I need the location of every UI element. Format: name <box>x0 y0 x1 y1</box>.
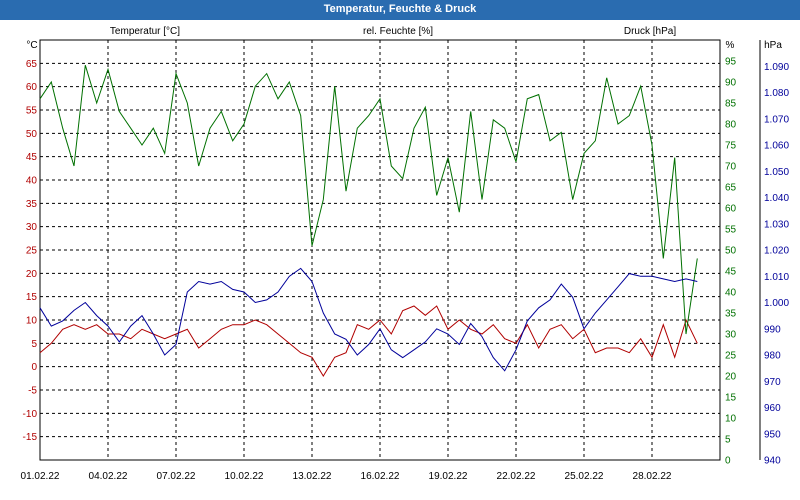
pressure-axis-title: Druck [hPa] <box>624 26 676 37</box>
pressure-ticks: 1.090 1.080 1.070 1.060 1.050 1.040 1.030 1.020… <box>764 62 789 467</box>
date-tick-label: 16.02.22 <box>361 471 400 482</box>
humidity-tick-label: 65 <box>725 183 737 194</box>
temperature-tick-label: 50 <box>26 129 38 140</box>
pressure-tick-label: 1.080 <box>764 88 789 99</box>
humidity-tick-label: 55 <box>725 225 737 236</box>
pressure-tick-label: 1.020 <box>764 246 789 257</box>
humidity-tick-label: 5 <box>725 435 731 446</box>
pressure-tick-label: 1.040 <box>764 193 789 204</box>
temperature-tick-label: 25 <box>26 246 38 257</box>
temperature-tick-label: 35 <box>26 199 38 210</box>
pressure-tick-label: 990 <box>764 324 781 335</box>
humidity-axis-title: rel. Feuchte [%] <box>363 26 433 37</box>
pressure-tick-label: 980 <box>764 351 781 362</box>
temperature-unit-label: °C <box>26 40 37 51</box>
pressure-tick-label: 940 <box>764 456 781 467</box>
temperature-tick-label: 40 <box>26 176 38 187</box>
humidity-tick-label: 95 <box>725 57 737 68</box>
date-tick-label: 10.02.22 <box>225 471 264 482</box>
date-tick-label: 01.02.22 <box>21 471 60 482</box>
humidity-tick-label: 25 <box>725 351 737 362</box>
date-tick-label: 28.02.22 <box>633 471 672 482</box>
humidity-tick-label: 10 <box>725 414 737 425</box>
humidity-tick-label: 60 <box>725 204 737 215</box>
humidity-tick-label: 85 <box>725 99 737 110</box>
date-tick-label: 22.02.22 <box>497 471 536 482</box>
window-title: Temperatur, Feuchte & Druck <box>0 0 800 20</box>
temperature-tick-label: -15 <box>23 432 38 443</box>
grid-lines <box>40 40 720 460</box>
temperature-tick-label: -5 <box>28 386 37 397</box>
date-tick-label: 19.02.22 <box>429 471 468 482</box>
humidity-tick-label: 45 <box>725 267 737 278</box>
humidity-line <box>39 65 698 335</box>
series-lines <box>39 65 698 377</box>
humidity-unit-label: % <box>726 40 735 51</box>
chart: Temperatur [°C] rel. Feuchte [%] Druck [… <box>21 26 790 482</box>
pressure-tick-label: 1.010 <box>764 272 789 283</box>
temperature-tick-label: 45 <box>26 152 38 163</box>
temperature-tick-label: 60 <box>26 82 38 93</box>
date-ticks: 01.02.22 04.02.22 07.02.22 10.02.22 13.02.22… <box>21 471 672 482</box>
humidity-tick-label: 90 <box>725 78 737 89</box>
temperature-tick-label: -10 <box>23 409 38 420</box>
humidity-tick-label: 80 <box>725 120 737 131</box>
temperature-tick-label: 55 <box>26 106 38 117</box>
pressure-unit-label: hPa <box>764 40 782 51</box>
temperature-tick-label: 20 <box>26 269 38 280</box>
temperature-line <box>39 305 698 377</box>
pressure-tick-label: 1.060 <box>764 141 789 152</box>
date-tick-label: 13.02.22 <box>293 471 332 482</box>
pressure-tick-label: 950 <box>764 429 781 440</box>
pressure-line <box>39 267 698 372</box>
date-tick-label: 04.02.22 <box>89 471 128 482</box>
humidity-tick-label: 40 <box>725 288 737 299</box>
temperature-tick-label: 0 <box>31 362 37 373</box>
pressure-tick-label: 1.070 <box>764 114 789 125</box>
date-tick-label: 07.02.22 <box>157 471 196 482</box>
humidity-tick-label: 30 <box>725 330 737 341</box>
temperature-tick-label: 30 <box>26 222 38 233</box>
pressure-tick-label: 970 <box>764 377 781 388</box>
pressure-tick-label: 960 <box>764 403 781 414</box>
temperature-tick-label: 15 <box>26 292 38 303</box>
temperature-tick-label: 5 <box>31 339 37 350</box>
temperature-tick-label: 10 <box>26 316 38 327</box>
humidity-tick-label: 50 <box>725 246 737 257</box>
pressure-tick-label: 1.000 <box>764 298 789 309</box>
humidity-tick-label: 20 <box>725 372 737 383</box>
date-tick-label: 25.02.22 <box>565 471 604 482</box>
humidity-tick-label: 0 <box>725 456 731 467</box>
humidity-tick-label: 75 <box>725 141 737 152</box>
temperature-tick-label: 65 <box>26 59 38 70</box>
humidity-tick-label: 15 <box>725 393 737 404</box>
humidity-tick-label: 35 <box>725 309 737 320</box>
pressure-tick-label: 1.030 <box>764 219 789 230</box>
pressure-tick-label: 1.090 <box>764 62 789 73</box>
humidity-tick-label: 70 <box>725 162 737 173</box>
temperature-axis-title: Temperatur [°C] <box>110 26 180 37</box>
pressure-tick-label: 1.050 <box>764 167 789 178</box>
